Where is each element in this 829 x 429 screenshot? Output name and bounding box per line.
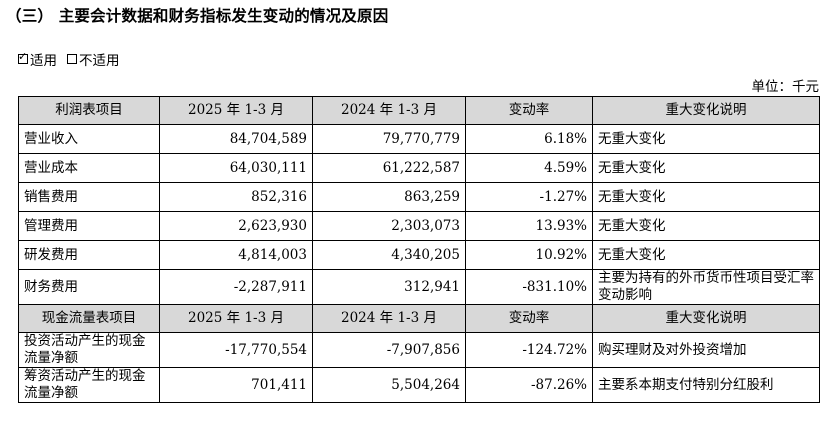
table-row: 营业成本 64,030,111 61,222,587 4.59% 无重大变化: [18, 153, 820, 183]
note-cell: 无重大变化: [592, 124, 820, 154]
table-row: 筹资活动产生的现金流量净额 701,411 5,504,264 -87.26% …: [18, 367, 820, 403]
current-value-cell: 852,316: [159, 182, 313, 212]
previous-value-cell: 312,941: [312, 269, 466, 305]
header-cell: 变动率: [465, 304, 593, 333]
header-cell: 现金流量表项目: [18, 304, 160, 333]
item-cell: 营业成本: [18, 153, 160, 183]
item-cell: 管理费用: [18, 211, 160, 241]
item-cell: 营业收入: [18, 124, 160, 154]
change-rate-cell: -1.27%: [465, 182, 593, 212]
note-cell: 无重大变化: [592, 153, 820, 183]
note-cell: 购买理财及对外投资增加: [592, 332, 820, 368]
previous-value-cell: 4,340,205: [312, 240, 466, 270]
change-rate-cell: 6.18%: [465, 124, 593, 154]
table-row: 投资活动产生的现金流量净额 -17,770,554 -7,907,856 -12…: [18, 332, 820, 368]
applicability-options: ✓ 适用 不适用: [18, 49, 120, 69]
change-rate-cell: 13.93%: [465, 211, 593, 241]
table-row: 营业收入 84,704,589 79,770,779 6.18% 无重大变化: [18, 124, 820, 154]
change-rate-cell: -124.72%: [465, 332, 593, 368]
current-value-cell: 4,814,003: [159, 240, 313, 270]
header-cell: 2025 年 1-3 月: [159, 96, 313, 125]
note-cell: 主要为持有的外币货币性项目受汇率变动影响: [592, 269, 820, 305]
table-row: 销售费用 852,316 863,259 -1.27% 无重大变化: [18, 182, 820, 212]
table-row: 管理费用 2,623,930 2,303,073 13.93% 无重大变化: [18, 211, 820, 241]
previous-value-cell: 61,222,587: [312, 153, 466, 183]
cash-header-row: 现金流量表项目 2025 年 1-3 月 2024 年 1-3 月 变动率 重大…: [18, 304, 820, 333]
current-value-cell: -17,770,554: [159, 332, 313, 368]
current-value-cell: 64,030,111: [159, 153, 313, 183]
previous-value-cell: 863,259: [312, 182, 466, 212]
note-cell: 主要系本期支付特别分红股利: [592, 367, 820, 403]
section-heading: （三） 主要会计数据和财务指标发生变动的情况及原因: [6, 7, 389, 25]
unit-label: 单位：千元: [751, 79, 820, 95]
header-cell: 2025 年 1-3 月: [159, 304, 313, 333]
change-rate-cell: -87.26%: [465, 367, 593, 403]
previous-value-cell: 5,504,264: [312, 367, 466, 403]
item-cell: 销售费用: [18, 182, 160, 212]
previous-value-cell: 79,770,779: [312, 124, 466, 154]
current-value-cell: 2,623,930: [159, 211, 313, 241]
note-cell: 无重大变化: [592, 240, 820, 270]
header-cell: 重大变化说明: [592, 304, 820, 333]
income-header-row: 利润表项目 2025 年 1-3 月 2024 年 1-3 月 变动率 重大变化…: [18, 96, 820, 125]
applicable-label: 适用: [30, 53, 57, 69]
item-cell: 筹资活动产生的现金流量净额: [18, 367, 160, 403]
current-value-cell: 84,704,589: [159, 124, 313, 154]
checkmark-icon: ✓: [18, 50, 28, 63]
table-row: 财务费用 -2,287,911 312,941 -831.10% 主要为持有的外…: [18, 269, 820, 305]
applicable-checkbox[interactable]: ✓: [18, 50, 28, 64]
note-cell: 无重大变化: [592, 211, 820, 241]
header-cell: 变动率: [465, 96, 593, 125]
header-cell: 利润表项目: [18, 96, 160, 125]
not-applicable-checkbox[interactable]: [67, 54, 77, 64]
table-row: 研发费用 4,814,003 4,340,205 10.92% 无重大变化: [18, 240, 820, 270]
note-cell: 无重大变化: [592, 182, 820, 212]
previous-value-cell: 2,303,073: [312, 211, 466, 241]
change-rate-cell: -831.10%: [465, 269, 593, 305]
changes-table: 利润表项目 2025 年 1-3 月 2024 年 1-3 月 变动率 重大变化…: [18, 96, 820, 403]
current-value-cell: 701,411: [159, 367, 313, 403]
change-rate-cell: 4.59%: [465, 153, 593, 183]
current-value-cell: -2,287,911: [159, 269, 313, 305]
header-cell: 重大变化说明: [592, 96, 820, 125]
previous-value-cell: -7,907,856: [312, 332, 466, 368]
change-rate-cell: 10.92%: [465, 240, 593, 270]
header-cell: 2024 年 1-3 月: [312, 304, 466, 333]
item-cell: 财务费用: [18, 269, 160, 305]
not-applicable-label: 不适用: [79, 53, 120, 69]
header-cell: 2024 年 1-3 月: [312, 96, 466, 125]
item-cell: 投资活动产生的现金流量净额: [18, 332, 160, 368]
item-cell: 研发费用: [18, 240, 160, 270]
